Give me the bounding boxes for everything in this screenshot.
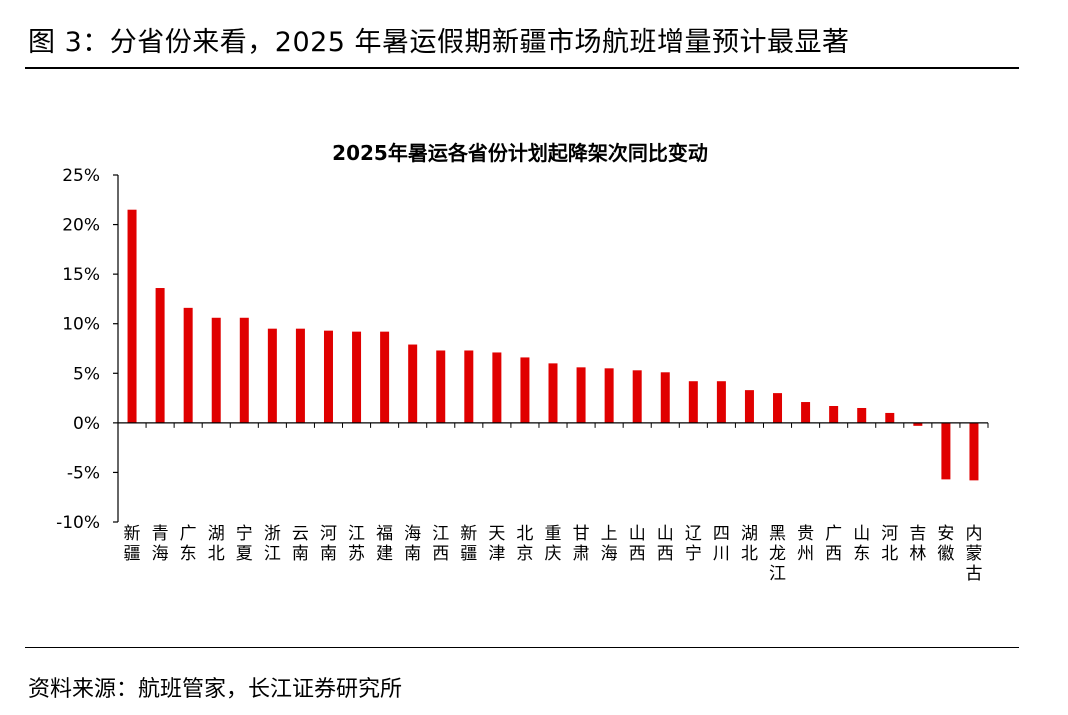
- y-tick-label: 0%: [73, 414, 100, 434]
- x-labels: 新疆青海广东湖北宁夏浙江云南河南江苏福建海南江西新疆天津北京重庆甘肃上海山西山西…: [124, 524, 983, 584]
- x-tick-label: 广西: [825, 524, 842, 564]
- bar: [352, 331, 362, 423]
- bar: [632, 370, 642, 423]
- bar: [239, 317, 249, 423]
- bar: [408, 344, 418, 423]
- x-tick-label: 新疆: [124, 524, 141, 564]
- x-tick-label: 四川: [713, 524, 730, 564]
- bar: [829, 406, 839, 423]
- bar: [969, 422, 979, 481]
- x-tick-label: 新疆: [460, 524, 477, 564]
- x-tick-label: 安徽: [937, 524, 954, 564]
- x-tick-label: 山东: [853, 524, 870, 564]
- bar: [380, 331, 390, 423]
- source-note: 资料来源：航班管家，长江证券研究所: [28, 677, 403, 702]
- x-tick-label: 江苏: [348, 524, 365, 564]
- x-tick-label: 贵州: [797, 524, 814, 564]
- bar: [492, 352, 502, 423]
- top-rule: [25, 67, 1019, 69]
- x-tick-label: 山西: [657, 524, 674, 564]
- bar: [183, 307, 193, 423]
- bars: [127, 209, 979, 481]
- x-tick-label: 海南: [404, 524, 421, 564]
- bar: [127, 209, 137, 423]
- bar: [660, 372, 670, 423]
- bar: [436, 350, 446, 423]
- x-tick-label: 黑龙江: [769, 524, 786, 584]
- x-tick-label: 重庆: [545, 524, 562, 564]
- bar: [801, 402, 811, 423]
- bar: [464, 350, 474, 423]
- bottom-rule: [25, 647, 1019, 648]
- bar: [267, 328, 277, 423]
- x-tick-label: 青海: [152, 524, 169, 564]
- bar: [885, 412, 895, 423]
- bar: [155, 288, 165, 423]
- x-tick-label: 浙江: [264, 524, 281, 564]
- x-tick-label: 宁夏: [236, 524, 253, 564]
- bar: [604, 368, 614, 423]
- x-tick-label: 辽宁: [685, 524, 702, 564]
- y-tick-label: 10%: [62, 315, 100, 335]
- bar: [857, 407, 867, 423]
- y-tick-label: 5%: [73, 364, 100, 384]
- x-tick-label: 云南: [292, 524, 309, 564]
- bar: [295, 328, 305, 423]
- chart-title: 2025年暑运各省份计划起降架次同比变动: [332, 141, 708, 165]
- x-tick-label: 湖北: [208, 524, 225, 564]
- y-axis: -10% -5% 0% 5% 10% 15% 20% 25%: [56, 166, 119, 533]
- x-tick-label: 河北: [881, 524, 898, 564]
- bar: [716, 381, 726, 423]
- bar: [576, 367, 586, 423]
- bar: [773, 393, 783, 423]
- x-tick-label: 江西: [432, 524, 449, 564]
- x-tick-label: 北京: [516, 524, 533, 564]
- x-tick-label: 河南: [320, 524, 337, 564]
- x-tick-label: 福建: [376, 524, 393, 564]
- x-tick-label: 甘肃: [573, 524, 590, 564]
- figure-title: 图 3：分省份来看，2025 年暑运假期新疆市场航班增量预计最显著: [28, 27, 850, 58]
- x-tick-label: 天津: [488, 524, 505, 564]
- y-tick-label: -10%: [56, 513, 100, 533]
- x-tick-label: 广东: [180, 524, 197, 564]
- bar: [211, 317, 221, 423]
- x-axis: [117, 422, 989, 428]
- bar: [520, 357, 530, 423]
- bar: [548, 363, 558, 423]
- bar: [941, 422, 951, 480]
- y-tick-label: 15%: [62, 265, 100, 285]
- y-tick-label: -5%: [67, 463, 100, 483]
- bar: [688, 381, 698, 423]
- x-tick-label: 山西: [629, 524, 646, 564]
- x-tick-label: 吉林: [909, 524, 926, 564]
- bar: [744, 390, 754, 423]
- y-tick-label: 20%: [62, 216, 100, 236]
- x-tick-label: 上海: [601, 524, 618, 564]
- y-tick-label: 25%: [62, 166, 100, 186]
- x-tick-label: 湖北: [741, 524, 758, 564]
- x-tick-label: 内蒙古: [965, 524, 982, 584]
- bar: [323, 330, 333, 423]
- bar: [913, 422, 923, 426]
